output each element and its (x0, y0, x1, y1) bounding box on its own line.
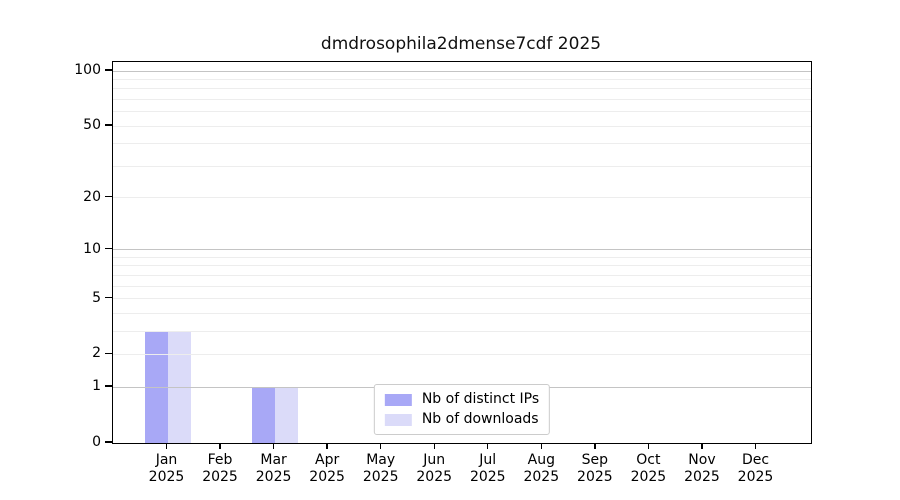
x-tick-sublabel: 2025 (148, 469, 185, 485)
y-tick-label: 100 (74, 62, 101, 79)
x-tick-label: Jan 2025 (148, 452, 185, 485)
x-tick-label: Jul 2025 (469, 452, 506, 485)
y-tick (105, 69, 112, 71)
x-tick-label: Jun 2025 (416, 452, 453, 485)
y-tick-label: 0 (92, 434, 101, 450)
y-tick (105, 124, 112, 126)
x-tick-sublabel: 2025 (737, 469, 774, 485)
x-tick-sublabel: 2025 (202, 469, 238, 485)
downloads-swatch (384, 413, 412, 426)
x-tick-sublabel: 2025 (577, 469, 613, 485)
x-tick (379, 443, 382, 450)
bar-distinct-ips-mar-2025 (251, 387, 275, 443)
x-tick-label: Nov 2025 (684, 452, 720, 485)
x-tick-sublabel: 2025 (469, 469, 506, 485)
y-tick (105, 248, 112, 250)
x-tick-sublabel: 2025 (630, 469, 667, 485)
x-tick (326, 443, 328, 450)
distinct-ips-swatch (384, 393, 412, 406)
x-tick (540, 443, 542, 450)
x-tick-label: Aug 2025 (523, 452, 560, 485)
x-tick-label: Apr 2025 (309, 452, 345, 485)
x-tick (272, 443, 275, 450)
y-tick-label: 2 (92, 345, 101, 362)
chart-title: dmdrosophila2dmense7cdf 2025 (320, 34, 602, 54)
x-tick-sublabel: 2025 (684, 469, 720, 485)
legend-item-distinct-ips: Nb of distinct IPs (384, 391, 540, 408)
x-tick-label: Sep 2025 (577, 452, 613, 485)
x-tick-label: Feb 2025 (202, 452, 238, 485)
bar-downloads-mar-2025 (274, 387, 298, 443)
y-tick-label: 20 (83, 188, 101, 205)
x-tick-sublabel: 2025 (523, 469, 560, 485)
x-tick-sublabel: 2025 (255, 469, 292, 485)
x-tick-sublabel: 2025 (362, 469, 399, 485)
x-tick-label: Mar 2025 (255, 452, 292, 485)
y-tick-label: 1 (92, 378, 101, 395)
y-tick-label: 10 (83, 240, 101, 257)
x-tick (487, 443, 489, 450)
y-tick (105, 441, 112, 443)
x-tick (754, 443, 757, 450)
legend-item-downloads: Nb of downloads (384, 411, 539, 428)
x-tick (219, 443, 221, 450)
x-tick-label: May 2025 (362, 452, 399, 485)
x-tick-sublabel: 2025 (416, 469, 453, 485)
plot-area: Nb of distinct IPs Nb of downloads (112, 61, 812, 444)
x-tick-label: Oct 2025 (630, 452, 667, 485)
x-tick-sublabel: 2025 (309, 469, 345, 485)
x-tick (701, 443, 703, 450)
y-tick (105, 385, 112, 387)
y-tick-label: 50 (83, 117, 101, 134)
x-tick (433, 443, 435, 450)
y-tick (105, 352, 112, 355)
x-tick (647, 443, 650, 450)
y-tick-label: 5 (92, 289, 101, 306)
x-tick (594, 443, 596, 450)
y-tick (105, 195, 112, 198)
legend-label-downloads: Nb of downloads (421, 411, 539, 427)
y-tick (105, 296, 112, 299)
legend: Nb of distinct IPs Nb of downloads (373, 384, 551, 435)
x-tick-label: Dec 2025 (737, 452, 774, 485)
x-tick (165, 443, 168, 450)
legend-label-distinct-ips: Nb of distinct IPs (421, 391, 540, 407)
